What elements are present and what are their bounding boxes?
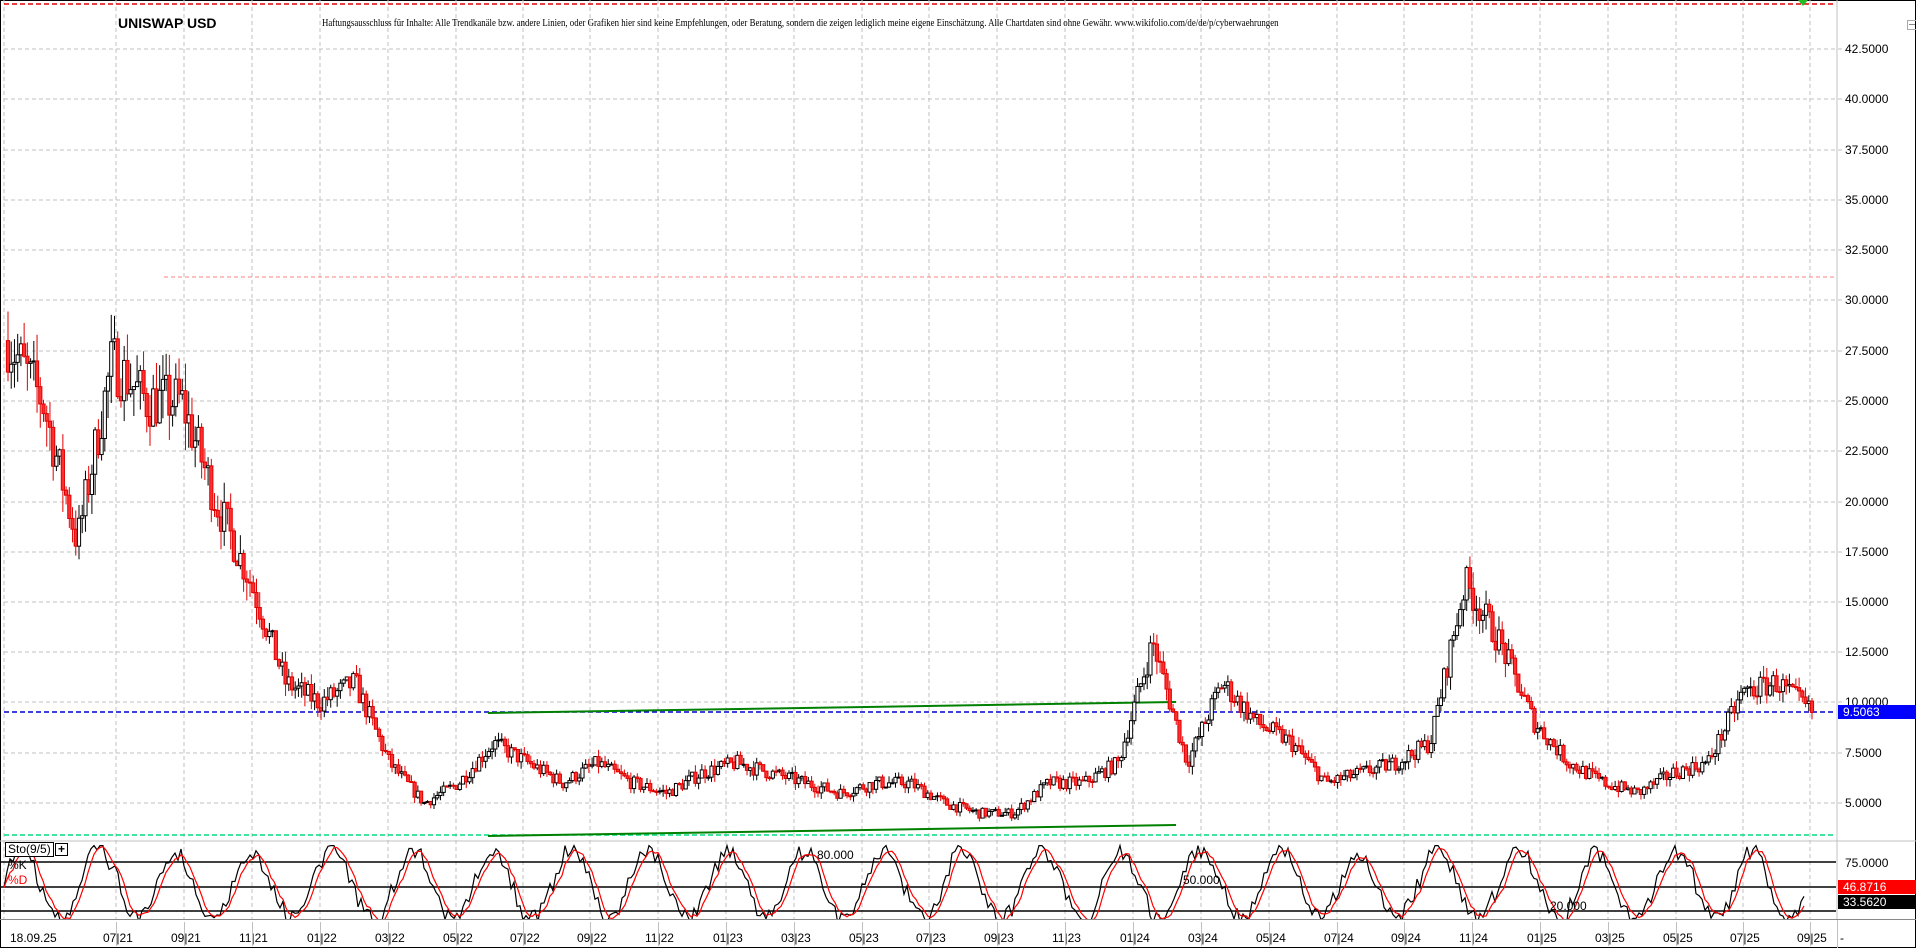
time-tick-separator — [1133, 922, 1134, 946]
price-tick-label: 37.5000 — [1845, 143, 1889, 157]
time-tick-label: 05|22 — [443, 931, 473, 945]
time-tick-separator — [252, 922, 253, 946]
price-tick-label: 15.0000 — [1845, 595, 1889, 609]
time-tick-label: 07|21 — [103, 931, 133, 945]
sto-expand-button[interactable]: + — [55, 843, 68, 856]
time-tick-separator — [1065, 922, 1066, 946]
price-tick-label: 35.0000 — [1845, 193, 1889, 207]
time-tick-separator — [997, 922, 998, 946]
time-tick-label: 07|25 — [1730, 931, 1760, 945]
sto-d-line — [3, 846, 1805, 920]
time-tick-separator — [1404, 922, 1405, 946]
x-axis-divider — [0, 919, 1916, 920]
time-tick-separator — [523, 922, 524, 946]
time-tick-separator — [929, 922, 930, 946]
chart-title: UNISWAP USD — [118, 15, 217, 31]
price-tick-label: 27.5000 — [1845, 344, 1889, 358]
time-tick-label: 03|24 — [1188, 931, 1218, 945]
time-tick-label: 03|23 — [781, 931, 811, 945]
time-tick-separator — [1608, 922, 1609, 946]
time-tick-separator — [116, 922, 117, 946]
sto-level-50-label: 50.000 — [1183, 873, 1220, 887]
time-tick-label: 07|24 — [1324, 931, 1354, 945]
time-tick-separator — [1269, 922, 1270, 946]
time-tick-label: 07|22 — [510, 931, 540, 945]
x-axis-corner-divider — [1837, 920, 1838, 948]
disclaimer-text: Haftungsausschluss für Inhalte: Alle Tre… — [322, 18, 1279, 29]
time-tick-label: 09|22 — [577, 931, 607, 945]
time-tick-separator — [658, 922, 659, 946]
sto-level-20-label: 20.000 — [1550, 899, 1587, 913]
sto-axis-tick: 75.0000 — [1845, 856, 1889, 870]
price-chart[interactable] — [0, 0, 1916, 840]
time-tick-label: - — [1840, 931, 1844, 945]
time-tick-separator — [862, 922, 863, 946]
time-tick-label: 01|24 — [1120, 931, 1150, 945]
price-tick-label: 30.0000 — [1845, 293, 1889, 307]
time-tick-label: 01|23 — [713, 931, 743, 945]
current-price-tag: 9.5063 — [1838, 705, 1916, 719]
collapse-price-panel-button[interactable] — [1907, 20, 1916, 30]
time-tick-separator — [1201, 922, 1202, 946]
upper-trendline — [487, 701, 1177, 714]
price-tick-label: 12.5000 — [1845, 645, 1889, 659]
price-tick-label: 22.5000 — [1845, 444, 1889, 458]
price-tick-label: 17.5000 — [1845, 545, 1889, 559]
sto-level-80-label: 80.000 — [817, 848, 854, 862]
time-tick-label: 03|25 — [1595, 931, 1625, 945]
sto-k-value-tag: 33.5620 — [1838, 895, 1916, 909]
time-tick-label: 09|21 — [171, 931, 201, 945]
price-tick-label: 42.5000 — [1845, 42, 1889, 56]
stochastic-chart[interactable] — [0, 840, 1916, 920]
price-tick-label: 7.5000 — [1845, 746, 1882, 760]
time-tick-separator — [1676, 922, 1677, 946]
price-tick-label: 25.0000 — [1845, 394, 1889, 408]
price-tick-label: 40.0000 — [1845, 92, 1889, 106]
time-tick-label: 09|24 — [1391, 931, 1421, 945]
sto-d-value-tag: 46.8716 — [1838, 880, 1916, 894]
time-tick-label: 11|22 — [645, 931, 674, 945]
price-tick-label: 20.0000 — [1845, 495, 1889, 509]
price-tick-label: 5.0000 — [1845, 796, 1882, 810]
time-tick-separator — [1540, 922, 1541, 946]
time-tick-label: 05|25 — [1663, 931, 1693, 945]
time-tick-separator — [794, 922, 795, 946]
time-tick-label: 11|23 — [1052, 931, 1081, 945]
vertical-gridlines — [3, 0, 1811, 840]
time-tick-label: 01|22 — [307, 931, 337, 945]
sto-k-label: %K — [8, 858, 27, 872]
marker-triangle-icon — [1798, 0, 1808, 6]
candlesticks — [5, 311, 1815, 822]
time-tick-separator — [726, 922, 727, 946]
sto-d-label: %D — [8, 873, 28, 887]
horizontal-gridlines — [4, 48, 1842, 804]
time-tick-label: 09|23 — [984, 931, 1014, 945]
time-tick-label: 05|24 — [1256, 931, 1286, 945]
time-tick-label: 09|25 — [1797, 931, 1827, 945]
sto-title[interactable]: Sto(9/5) — [5, 842, 54, 857]
time-tick-label: 03|22 — [375, 931, 405, 945]
time-tick-separator — [388, 922, 389, 946]
time-tick-label: 11|24 — [1459, 931, 1488, 945]
sto-k-line — [3, 843, 1805, 920]
time-tick-label: 11|21 — [239, 931, 268, 945]
time-tick-label: 05|23 — [849, 931, 879, 945]
time-tick-label: 07|23 — [916, 931, 946, 945]
time-tick-separator — [590, 922, 591, 946]
lower-trendline — [487, 824, 1177, 837]
time-tick-label: 01|25 — [1527, 931, 1557, 945]
time-tick-separator — [456, 922, 457, 946]
time-tick-separator — [1743, 922, 1744, 946]
time-tick-label: 18.09.25 — [10, 931, 57, 945]
price-tick-label: 32.5000 — [1845, 243, 1889, 257]
time-tick-separator — [1810, 922, 1811, 946]
time-tick-separator — [320, 922, 321, 946]
time-tick-separator — [1337, 922, 1338, 946]
time-tick-separator — [184, 922, 185, 946]
time-tick-separator — [1472, 922, 1473, 946]
